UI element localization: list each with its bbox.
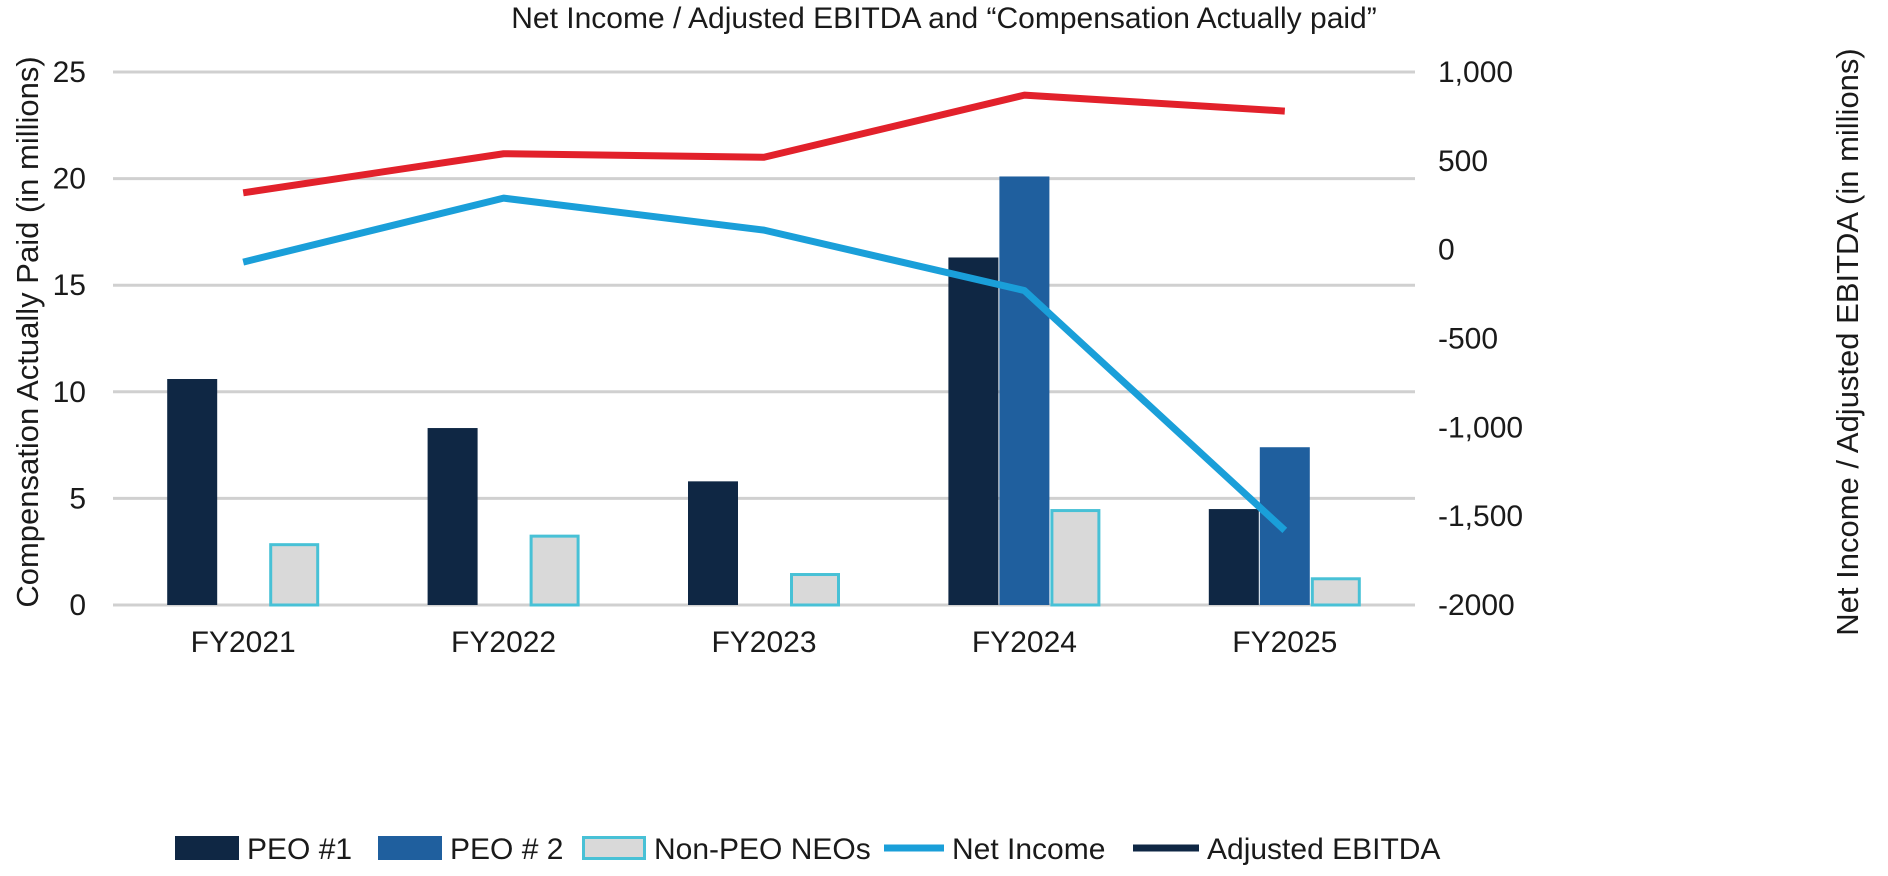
bar [1050, 509, 1101, 607]
legend-swatch [378, 836, 442, 860]
y2-tick-label: -500 [1438, 323, 1498, 356]
series-lines [242, 91, 1288, 533]
x-tick-label: FY2021 [191, 626, 296, 659]
legend-swatch [582, 836, 646, 860]
bar [427, 428, 478, 605]
y2-axis-ticks: -2000 -1,500 -1,000 -500 0 500 1,000 [1438, 56, 1523, 622]
bar [948, 257, 999, 605]
bar [688, 481, 738, 605]
bar [1310, 577, 1361, 607]
legend-label: PEO # 2 [450, 833, 563, 866]
legend-label: Adjusted EBITDA [1207, 833, 1440, 866]
bar [790, 573, 840, 607]
y-tick-label: 5 [69, 482, 86, 515]
bar [167, 379, 218, 605]
legend-label: PEO #1 [247, 833, 352, 866]
series-line [242, 194, 1288, 533]
y2-tick-label: 1,000 [1438, 56, 1513, 89]
bar [999, 176, 1050, 605]
x-tick-label: FY2025 [1232, 626, 1337, 659]
y-tick-label: 20 [53, 163, 86, 196]
y-axis-label: Compensation Actually Paid (in millions) [10, 56, 45, 607]
legend: PEO #1 PEO # 2 Non-PEO NEOs Net Income Adjus… [175, 833, 1440, 866]
y-axis-ticks: 0 5 10 15 20 25 [53, 56, 86, 622]
bar [1208, 509, 1259, 605]
x-tick-label: FY2024 [972, 626, 1077, 659]
bars [167, 176, 1361, 607]
legend-label: Non-PEO NEOs [654, 833, 871, 866]
series-line [242, 91, 1286, 197]
y2-tick-label: -2000 [1438, 589, 1515, 622]
y2-axis-label: Net Income / Adjusted EBITDA (in million… [1830, 48, 1865, 636]
bar [269, 543, 320, 607]
y-tick-label: 10 [53, 376, 86, 409]
legend-label: Net Income [952, 833, 1105, 866]
x-axis-ticks: FY2021 FY2022 FY2023 FY2024 FY2025 [191, 626, 1338, 659]
y2-tick-label: -1,000 [1438, 411, 1523, 444]
legend-swatch [175, 836, 239, 860]
bar [529, 534, 580, 607]
y2-tick-label: -1,500 [1438, 500, 1523, 533]
y2-tick-label: 0 [1438, 234, 1455, 267]
y2-tick-label: 500 [1438, 145, 1488, 178]
y-tick-label: 15 [53, 269, 86, 302]
x-tick-label: FY2023 [711, 626, 816, 659]
y-tick-label: 0 [69, 589, 86, 622]
x-tick-label: FY2022 [451, 626, 556, 659]
chart-title: Net Income / Adjusted EBITDA and “Compen… [511, 2, 1376, 35]
y-tick-label: 25 [53, 56, 86, 89]
